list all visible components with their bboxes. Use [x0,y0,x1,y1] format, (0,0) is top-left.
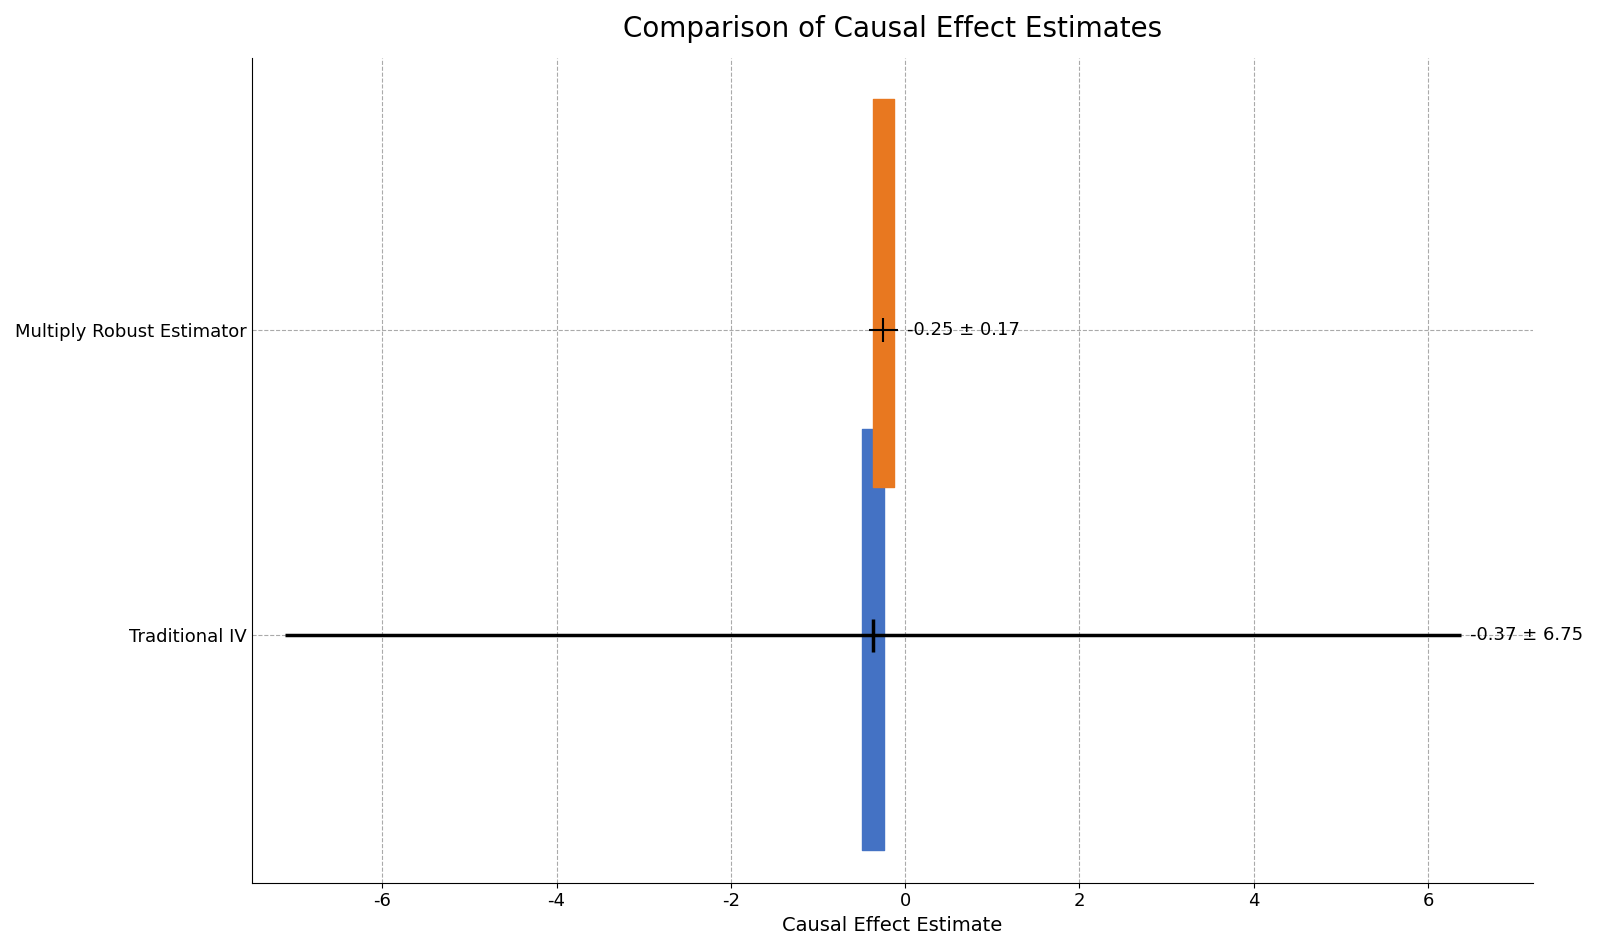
Title: Comparison of Causal Effect Estimates: Comparison of Causal Effect Estimates [622,15,1162,43]
X-axis label: Causal Effect Estimate: Causal Effect Estimate [782,916,1002,935]
Text: -0.37 ± 6.75: -0.37 ± 6.75 [1470,626,1582,644]
Text: -0.25 ± 0.17: -0.25 ± 0.17 [907,321,1019,339]
